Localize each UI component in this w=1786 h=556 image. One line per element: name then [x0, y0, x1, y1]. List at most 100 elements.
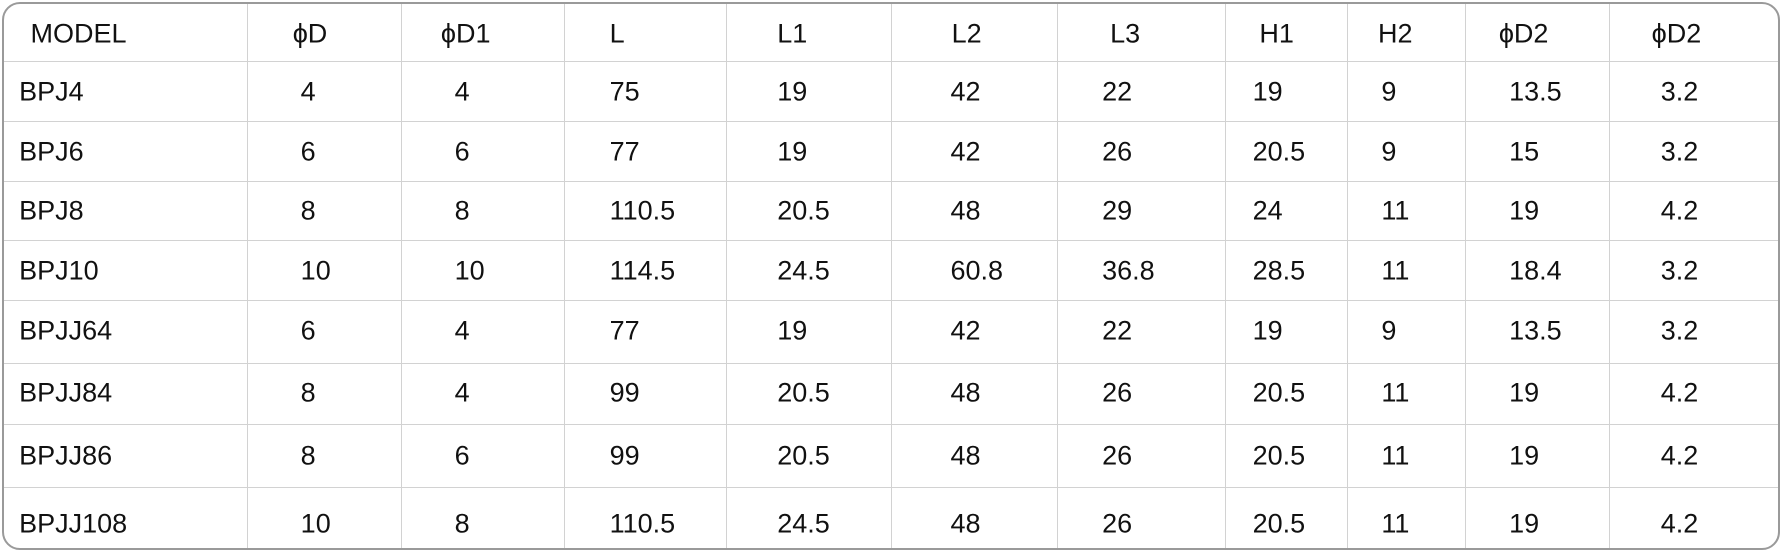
value-cell: 42	[950, 76, 981, 107]
column-divider	[1347, 4, 1349, 548]
value-cell: 20.5	[777, 377, 830, 408]
model-cell: BPJ10	[19, 255, 99, 286]
value-cell: 13.5	[1509, 315, 1562, 346]
value-cell: 9	[1381, 76, 1397, 107]
value-cell: 3.2	[1660, 136, 1699, 167]
value-cell: 28.5	[1252, 255, 1306, 286]
value-cell: 10	[300, 508, 331, 539]
value-cell: 3.2	[1660, 255, 1699, 286]
value-cell: 20.5	[1252, 136, 1306, 167]
column-divider	[725, 4, 727, 548]
value-cell: 3.2	[1660, 315, 1699, 346]
row-divider	[4, 362, 1778, 364]
value-cell: 99	[609, 440, 640, 471]
value-cell: 8	[300, 440, 316, 471]
value-cell: 4	[300, 76, 316, 107]
value-cell: 110.5	[609, 508, 676, 539]
header-cell: ϕD2	[1498, 18, 1549, 49]
header-cell: L1	[777, 18, 808, 49]
header-cell: MODEL	[30, 18, 127, 49]
value-cell: 24.5	[777, 508, 830, 539]
header-cell: L	[609, 18, 625, 49]
value-cell: 77	[609, 136, 640, 167]
value-cell: 8	[300, 377, 316, 408]
header-cell: ϕD1	[440, 18, 491, 49]
value-cell: 19	[1509, 377, 1540, 408]
value-cell: 9	[1381, 315, 1397, 346]
column-divider	[1056, 4, 1058, 548]
model-cell: BPJ4	[19, 76, 84, 107]
value-cell: 48	[950, 195, 981, 226]
header-cell: ϕD2	[1651, 18, 1702, 49]
value-cell: 8	[454, 195, 470, 226]
value-cell: 4.2	[1660, 377, 1699, 408]
model-cell: BPJJ108	[19, 508, 128, 539]
value-cell: 4.2	[1660, 195, 1699, 226]
value-cell: 19	[1509, 440, 1540, 471]
value-cell: 22	[1102, 76, 1133, 107]
value-cell: 8	[454, 508, 470, 539]
value-cell: 4.2	[1660, 440, 1699, 471]
value-cell: 24.5	[777, 255, 830, 286]
value-cell: 6	[300, 136, 316, 167]
row-divider	[4, 121, 1778, 123]
value-cell: 10	[300, 255, 331, 286]
column-divider	[1464, 4, 1466, 548]
value-cell: 19	[1509, 195, 1540, 226]
value-cell: 6	[454, 136, 470, 167]
model-cell: BPJJ84	[19, 377, 113, 408]
row-divider	[4, 60, 1778, 62]
value-cell: 4	[454, 377, 470, 408]
value-cell: 22	[1102, 315, 1133, 346]
column-divider	[401, 4, 402, 548]
value-cell: 29	[1102, 195, 1133, 226]
value-cell: 26	[1102, 377, 1133, 408]
header-cell: L2	[951, 18, 982, 49]
value-cell: 18.4	[1509, 255, 1562, 286]
value-cell: 19	[1252, 315, 1283, 346]
value-cell: 19	[777, 315, 808, 346]
row-divider	[4, 181, 1778, 183]
model-cell: BPJJ86	[19, 440, 113, 471]
column-divider	[247, 4, 249, 548]
value-cell: 19	[1509, 508, 1540, 539]
value-cell: 60.8	[950, 255, 1004, 286]
value-cell: 4.2	[1660, 508, 1699, 539]
value-cell: 26	[1102, 508, 1133, 539]
value-cell: 20.5	[777, 440, 830, 471]
value-cell: 19	[777, 76, 808, 107]
column-divider	[1225, 4, 1227, 548]
value-cell: 110.5	[609, 195, 676, 226]
column-divider	[891, 4, 893, 548]
value-cell: 19	[1252, 76, 1283, 107]
value-cell: 20.5	[1252, 508, 1306, 539]
model-cell: BPJ6	[19, 136, 84, 167]
value-cell: 24	[1252, 195, 1283, 226]
value-cell: 20.5	[777, 195, 830, 226]
model-cell: BPJ8	[19, 195, 84, 226]
value-cell: 114.5	[609, 255, 676, 286]
value-cell: 26	[1102, 440, 1133, 471]
header-cell: ϕD	[292, 18, 328, 49]
value-cell: 8	[300, 195, 316, 226]
value-cell: 3.2	[1660, 76, 1699, 107]
header-cell: L3	[1110, 18, 1141, 49]
value-cell: 20.5	[1252, 440, 1306, 471]
value-cell: 15	[1509, 136, 1540, 167]
row-divider	[4, 300, 1778, 302]
value-cell: 48	[950, 508, 981, 539]
column-divider	[1609, 4, 1611, 548]
value-cell: 6	[300, 315, 316, 346]
value-cell: 11	[1381, 255, 1410, 286]
value-cell: 11	[1381, 377, 1410, 408]
model-cell: BPJJ64	[19, 315, 113, 346]
value-cell: 6	[454, 440, 470, 471]
value-cell: 11	[1381, 440, 1410, 471]
value-cell: 48	[950, 377, 981, 408]
value-cell: 20.5	[1252, 377, 1306, 408]
value-cell: 99	[609, 377, 640, 408]
value-cell: 42	[950, 136, 981, 167]
value-cell: 11	[1381, 508, 1410, 539]
